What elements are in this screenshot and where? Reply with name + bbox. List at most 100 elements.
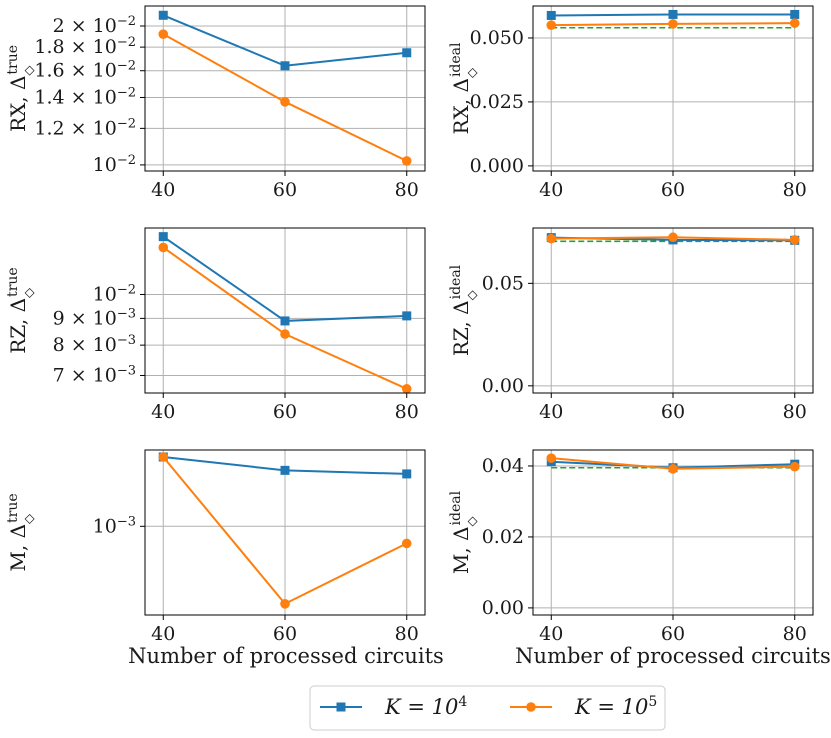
y-tick-exponent: −2	[117, 14, 136, 29]
y-tick-exponent: −2	[117, 116, 136, 131]
y-tick-label: 7 × 10−3	[53, 363, 136, 387]
y-tick-mantissa: 7 × 10	[53, 364, 117, 386]
legend-label-k5: K = 105	[574, 694, 657, 719]
y-tick-mantissa: 1.2 × 10	[34, 117, 116, 139]
y-axis-label-subscript: ◇	[465, 516, 480, 526]
data-point-k4	[280, 465, 290, 475]
y-tick-exponent: −3	[117, 306, 136, 321]
x-tick-label: 60	[661, 179, 685, 201]
data-point-k5	[158, 452, 169, 462]
y-axis-label-superscript: ideal	[448, 490, 464, 525]
y-tick-mantissa: 10	[93, 154, 117, 176]
y-axis-label: RZ, Δ◇true	[5, 267, 37, 353]
y-tick-label: 10−3	[93, 514, 136, 538]
data-point-k5	[668, 464, 678, 474]
y-tick-label: 0.02	[482, 526, 524, 548]
y-axis-label-text: M, Δ	[449, 526, 473, 574]
subplot-m-true: 40 60 80 10−3 M, Δ◇true	[5, 449, 426, 645]
y-tick-mantissa: 8 × 10	[53, 334, 117, 356]
data-point-k4	[158, 10, 168, 20]
y-tick-exponent: −2	[117, 58, 136, 73]
legend-frame	[309, 685, 666, 731]
data-point-k5	[789, 461, 800, 472]
data-point-k4	[402, 48, 412, 58]
x-tick-label: 60	[661, 623, 685, 645]
y-axis-label: M, Δ◇ideal	[448, 490, 480, 574]
x-tick-label: 60	[273, 179, 297, 201]
x-tick-label: 80	[395, 401, 419, 423]
y-axis-label-text: RZ, Δ	[6, 298, 30, 354]
data-point-k5	[546, 233, 557, 244]
y-axis-label-superscript: true	[5, 493, 21, 523]
y-tick-label: 0.05	[482, 272, 524, 294]
x-tick-label: 80	[783, 179, 807, 201]
x-tick-label: 40	[151, 623, 175, 645]
data-point-k4	[402, 311, 412, 321]
y-axis-label-subscript: ◇	[465, 68, 480, 78]
data-point-k5	[789, 235, 800, 245]
y-tick-label: 10−2	[93, 152, 136, 176]
x-tick-label: 80	[395, 179, 419, 201]
data-point-k4	[668, 9, 678, 19]
y-tick-exponent: −3	[117, 333, 136, 348]
y-tick-mantissa: 1.4 × 10	[34, 86, 116, 108]
axes-frame	[532, 449, 814, 616]
x-axis-label-right: Number of processed circuits	[515, 644, 831, 668]
data-point-k4	[790, 9, 800, 19]
y-axis-label: RX, Δ◇true	[5, 45, 37, 132]
x-axis-label-left: Number of processed circuits	[128, 644, 444, 668]
legend-k4-exponent: 4	[458, 694, 467, 710]
data-point-k5	[158, 242, 169, 253]
axes-frame	[532, 5, 814, 172]
legend-k5-exponent: 5	[648, 694, 657, 710]
y-axis-label-superscript: ideal	[448, 264, 464, 299]
data-point-k5	[546, 453, 557, 463]
data-point-k5	[280, 329, 290, 339]
y-tick-label: 1.6 × 10−2	[34, 58, 136, 82]
y-tick-label: 10−2	[93, 282, 136, 306]
y-tick-mantissa: 10	[93, 283, 117, 305]
y-tick-mantissa: 2 × 10	[53, 15, 117, 37]
y-axis-label-subscript: ◇	[22, 514, 37, 524]
y-tick-exponent: −3	[117, 514, 136, 529]
x-tick-label: 80	[783, 623, 807, 645]
x-tick-label: 80	[395, 623, 419, 645]
y-axis-label: RX, Δ◇ideal	[448, 42, 480, 135]
axes-frame	[532, 227, 814, 394]
y-tick-mantissa: 1.8 × 10	[34, 36, 116, 58]
y-tick-mantissa: 10	[93, 515, 117, 537]
x-tick-label: 40	[539, 179, 563, 201]
y-axis-label-superscript: true	[5, 267, 21, 297]
y-axis-label-subscript: ◇	[465, 290, 480, 300]
x-tick-label: 40	[151, 401, 175, 423]
y-tick-exponent: −2	[117, 35, 136, 50]
y-axis-label: M, Δ◇true	[5, 493, 37, 571]
x-tick-label: 60	[273, 401, 297, 423]
y-axis-label-text: M, Δ	[6, 524, 30, 572]
legend-marker-circle	[526, 702, 536, 712]
data-point-k4	[280, 316, 290, 326]
subplot-rx-ideal: 40 60 80 0.050 0.025 0.000 RX, Δ◇ideal	[448, 5, 814, 201]
y-tick-label: 0.000	[470, 155, 524, 177]
data-point-k4	[158, 232, 168, 242]
data-point-k5	[668, 232, 678, 243]
data-point-k4	[402, 469, 412, 479]
subplot-rx-true: 40 60 802 × 10−21.8 × 10−21.6 × 10−21.4 × …	[5, 5, 426, 201]
data-point-k5	[401, 156, 412, 166]
y-axis-label: RZ, Δ◇ideal	[448, 264, 480, 356]
data-point-k5	[401, 538, 412, 549]
y-tick-mantissa: 1.6 × 10	[34, 60, 116, 82]
y-tick-mantissa: 9 × 10	[53, 307, 117, 329]
data-point-k4	[280, 61, 290, 71]
y-tick-label: 8 × 10−3	[53, 333, 136, 357]
y-tick-label: 0.04	[482, 455, 524, 477]
y-tick-label: 1.2 × 10−2	[34, 116, 136, 140]
axes-frame	[144, 5, 426, 172]
subplot-m-ideal: 40 60 80 0.04 0.02 0.00 M, Δ◇ideal	[448, 449, 814, 645]
legend-label-k4: K = 104	[384, 694, 467, 719]
data-point-k5	[401, 384, 412, 394]
y-axis-label-subscript: ◇	[22, 66, 37, 76]
y-tick-exponent: −3	[117, 363, 136, 378]
